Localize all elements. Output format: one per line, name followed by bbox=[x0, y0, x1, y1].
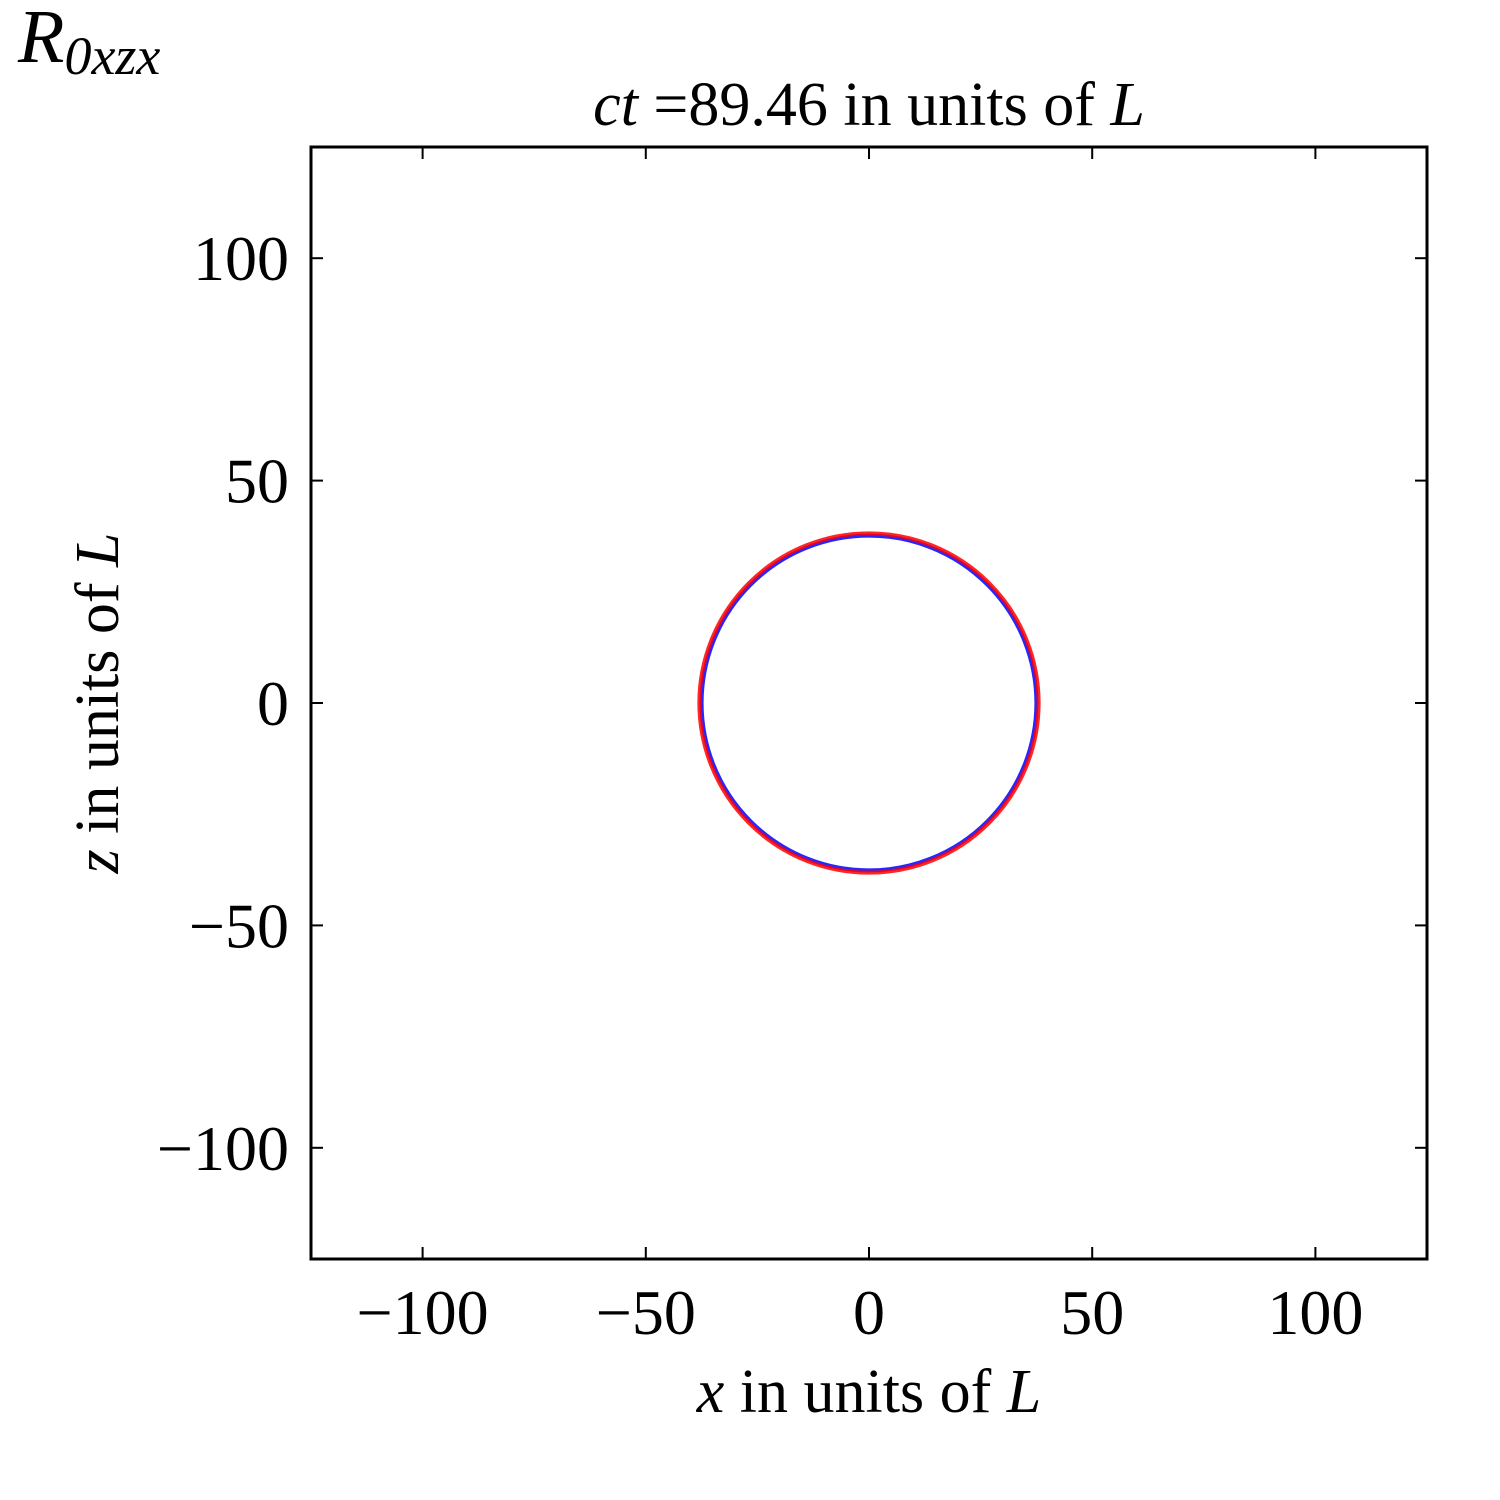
ylabel-part: L bbox=[64, 532, 132, 567]
x-tick-label: 0 bbox=[853, 1277, 885, 1348]
y-tick-label: −100 bbox=[157, 1113, 289, 1184]
x-tick-label: 50 bbox=[1060, 1277, 1124, 1348]
y-axis-label: z in units of L bbox=[64, 532, 132, 874]
x-tick-label: −100 bbox=[357, 1277, 489, 1348]
xlabel-part: L bbox=[1006, 1358, 1041, 1426]
title-part: ct bbox=[593, 71, 640, 139]
y-tick-label: 0 bbox=[257, 668, 289, 739]
title-part: =89.46 in units of bbox=[638, 71, 1110, 139]
ylabel-part: z bbox=[64, 849, 132, 874]
y-tick-label: 100 bbox=[193, 223, 289, 294]
y-tick-label: 50 bbox=[225, 446, 289, 517]
y-tick-label: −50 bbox=[189, 890, 289, 961]
xlabel-part: in units of bbox=[724, 1358, 1006, 1426]
corner-label-main: R bbox=[17, 0, 64, 79]
plot-frame bbox=[309, 145, 1429, 1261]
chart-title: ct =89.46 in units of L bbox=[593, 71, 1145, 139]
ylabel-part: in units of bbox=[64, 567, 132, 849]
title-part: L bbox=[1109, 71, 1144, 139]
x-tick-label: 100 bbox=[1267, 1277, 1363, 1348]
corner-label-sub: 0xzx bbox=[64, 26, 160, 86]
x-axis-label: x in units of L bbox=[696, 1358, 1041, 1426]
x-tick-label: −50 bbox=[596, 1277, 696, 1348]
corner-label: R0xzx bbox=[17, 0, 160, 86]
ring bbox=[697, 531, 1041, 875]
xlabel-part: x bbox=[696, 1358, 725, 1426]
ring bbox=[699, 533, 1039, 873]
